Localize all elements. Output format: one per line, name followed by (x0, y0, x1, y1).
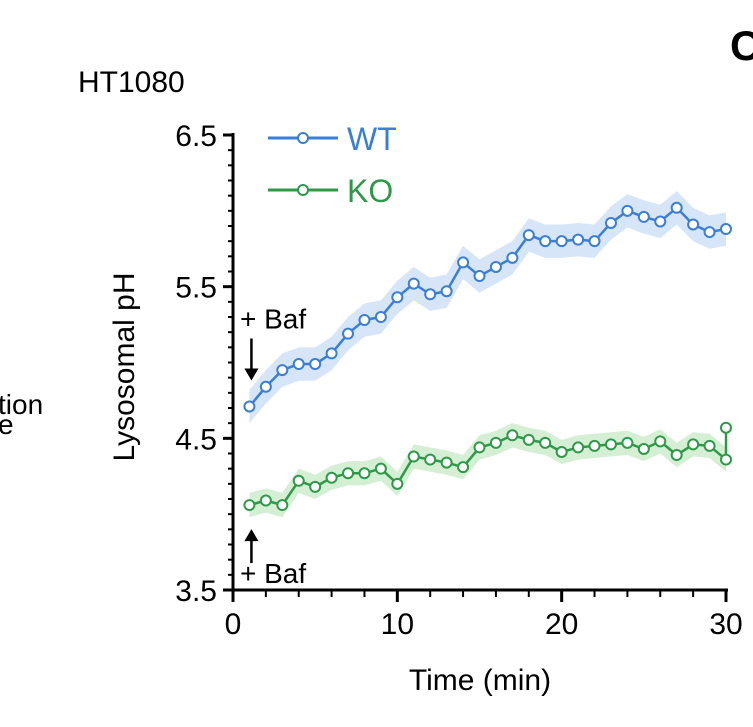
y-tick-label: 3.5 (175, 575, 217, 608)
y-tick-label: 6.5 (175, 120, 217, 153)
left-partial-text-1: tion (0, 389, 43, 420)
data-point-ko (572, 441, 585, 454)
legend-label-wt: WT (347, 121, 397, 157)
data-point-ko (703, 439, 716, 452)
x-axis-label: Time (min) (409, 664, 551, 697)
data-point-wt (440, 285, 453, 298)
data-point-ko (588, 439, 601, 452)
data-point-ko (687, 438, 700, 451)
data-point-ko (309, 480, 322, 493)
data-point-wt (276, 364, 289, 377)
data-point-ko (457, 461, 470, 474)
arrowhead-up-icon (244, 529, 259, 542)
data-point-ko (539, 436, 552, 449)
axes: 3.5 4.5 5.5 6.5 0 10 20 30 (175, 120, 742, 641)
data-point-ko (670, 449, 683, 462)
data-point-ko (424, 453, 437, 466)
data-point-wt (703, 226, 716, 239)
data-point-ko (654, 435, 667, 448)
data-point-wt (391, 291, 404, 304)
data-point-ko (259, 494, 272, 507)
baf-annotation-ko: + Baf (240, 558, 306, 589)
data-point-wt (292, 358, 305, 371)
data-point-ko (555, 445, 568, 458)
data-point-wt (522, 229, 535, 242)
y-tick-label: 4.5 (175, 423, 217, 456)
data-point-ko (522, 433, 535, 446)
legend-label-ko: KO (347, 173, 393, 209)
x-tick-label: 20 (545, 608, 578, 641)
band-wt (249, 191, 726, 424)
cell-line-label: HT1080 (78, 66, 185, 99)
data-point-wt (342, 327, 355, 340)
data-point-wt (506, 251, 519, 264)
x-tick-label: 30 (709, 608, 742, 641)
data-point-wt (457, 256, 470, 269)
data-point-ko (489, 436, 502, 449)
data-point-wt (654, 215, 667, 228)
data-point-ko (440, 456, 453, 469)
data-point-ko (621, 436, 634, 449)
data-point-ko (407, 450, 420, 463)
data-point-wt (637, 210, 650, 223)
data-point-ko (391, 477, 404, 490)
panel-letter: C (730, 22, 753, 69)
data-point-wt (309, 358, 322, 371)
data-point-wt (374, 311, 387, 323)
data-point-ko (473, 441, 486, 454)
data-point-ko (243, 499, 256, 512)
data-point-ko (506, 429, 519, 442)
x-tick-label: 0 (225, 608, 242, 641)
arrowhead-down-icon (244, 368, 259, 381)
data-point-wt (243, 400, 256, 413)
data-point-ko (604, 438, 617, 451)
data-point-ko (276, 499, 289, 512)
data-point-ko (720, 421, 732, 434)
baf-annotation-wt: + Baf (240, 303, 306, 334)
data-point-wt (572, 233, 585, 246)
data-point-wt (407, 277, 420, 290)
data-point-wt (259, 380, 272, 393)
data-point-wt (539, 235, 552, 248)
data-point-wt (473, 270, 486, 283)
data-point-wt (358, 314, 371, 327)
data-point-wt (687, 218, 700, 231)
data-point-ko (720, 453, 732, 466)
legend-marker-ko (297, 184, 309, 196)
data-point-wt (588, 235, 601, 248)
data-point-wt (720, 223, 732, 236)
y-tick-label: 5.5 (175, 272, 217, 305)
x-tick-label: 10 (381, 608, 414, 641)
annotations: + Baf + Baf (240, 303, 306, 589)
legend: WT KO (268, 121, 397, 209)
data-point-wt (670, 201, 683, 214)
band-ko (249, 423, 726, 518)
data-point-wt (604, 216, 617, 229)
data-point-ko (358, 467, 371, 480)
series-layer (243, 201, 732, 512)
data-point-wt (424, 288, 437, 301)
data-point-ko (292, 474, 305, 487)
data-point-ko (637, 442, 650, 455)
data-point-wt (489, 260, 502, 273)
legend-marker-wt (297, 132, 309, 144)
data-point-wt (555, 235, 568, 248)
data-point-wt (325, 347, 338, 360)
confidence-bands (249, 191, 726, 518)
data-point-ko (342, 467, 355, 480)
data-point-ko (325, 471, 338, 484)
data-point-wt (621, 204, 634, 217)
left-partial-text-2: e (0, 409, 14, 440)
data-point-ko (374, 462, 387, 475)
y-axis-label: Lysosomal pH (108, 273, 141, 462)
